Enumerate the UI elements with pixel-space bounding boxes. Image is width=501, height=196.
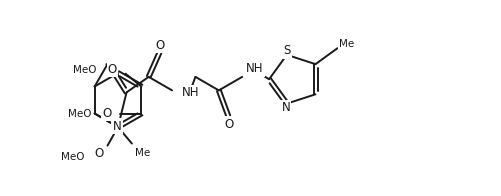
Text: O: O bbox=[95, 147, 104, 160]
Text: O: O bbox=[224, 118, 233, 131]
Text: O: O bbox=[102, 107, 112, 120]
Text: MeO: MeO bbox=[68, 109, 91, 119]
Text: MeO: MeO bbox=[61, 152, 84, 162]
Text: O: O bbox=[108, 63, 117, 76]
Text: N: N bbox=[281, 101, 290, 114]
Text: MeO: MeO bbox=[73, 65, 96, 75]
Text: NH: NH bbox=[245, 62, 263, 75]
Text: Me: Me bbox=[135, 148, 150, 158]
Text: NH: NH bbox=[182, 86, 199, 99]
Text: Me: Me bbox=[339, 39, 354, 49]
Text: S: S bbox=[283, 44, 290, 57]
Text: N: N bbox=[112, 120, 121, 132]
Text: O: O bbox=[155, 39, 165, 52]
